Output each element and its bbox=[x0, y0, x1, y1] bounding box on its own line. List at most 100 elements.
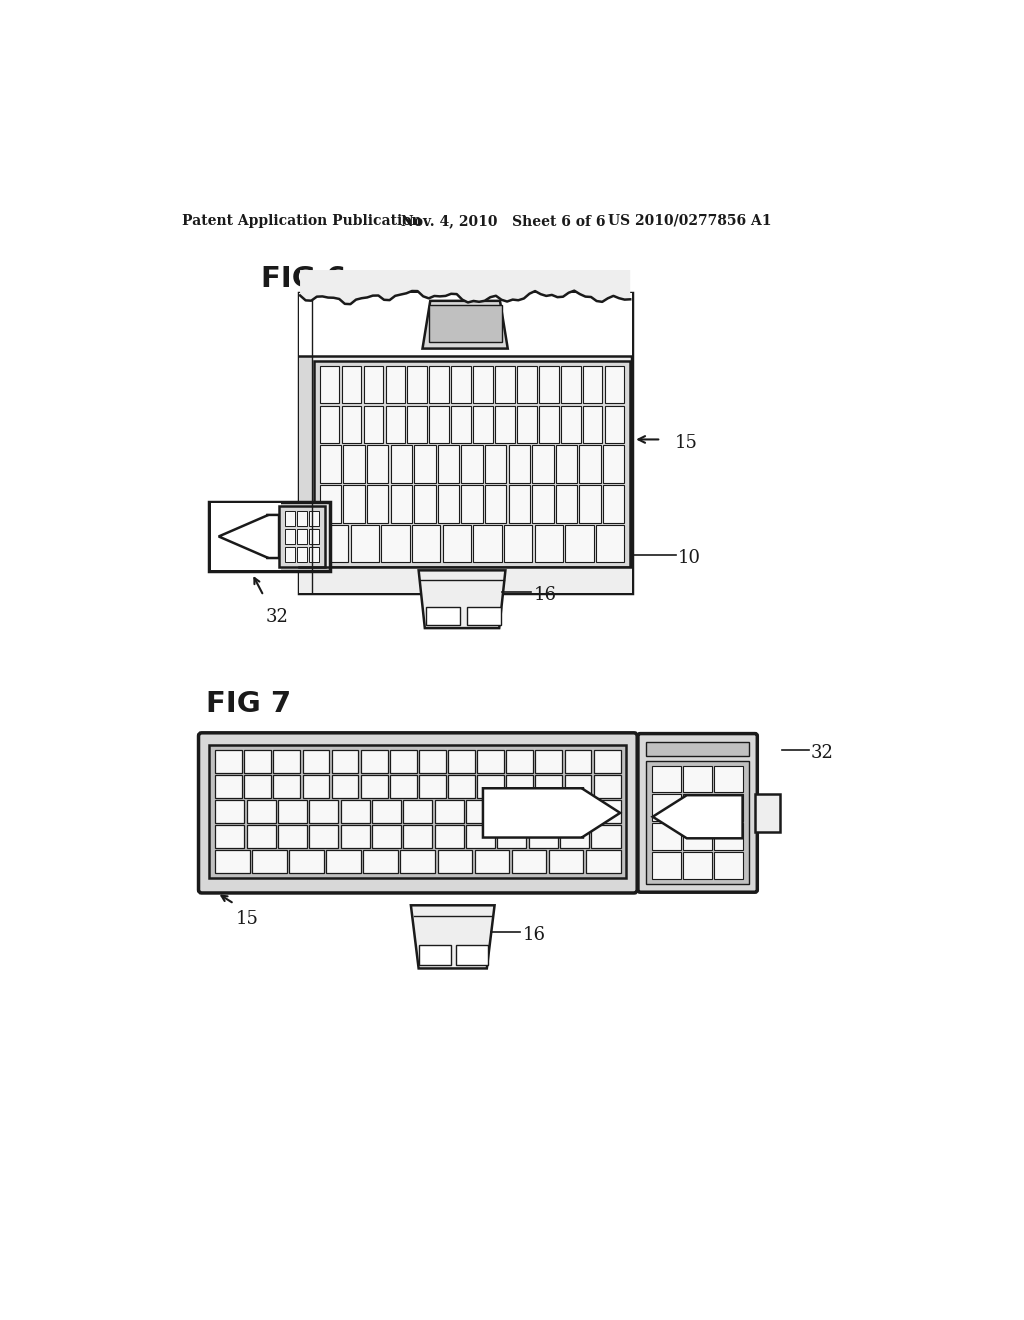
Bar bbox=[509, 486, 530, 523]
Bar bbox=[309, 511, 318, 527]
Bar bbox=[512, 850, 547, 873]
Bar bbox=[297, 528, 307, 544]
Bar bbox=[400, 850, 435, 873]
Text: 32: 32 bbox=[811, 744, 834, 762]
Bar bbox=[390, 445, 412, 483]
Bar bbox=[504, 525, 532, 562]
Bar bbox=[215, 800, 244, 822]
Bar bbox=[456, 945, 488, 965]
Bar bbox=[309, 546, 318, 562]
Text: 10: 10 bbox=[678, 549, 701, 568]
Bar bbox=[536, 750, 562, 772]
Bar bbox=[419, 775, 445, 797]
Bar bbox=[273, 775, 300, 797]
Bar bbox=[211, 503, 282, 570]
Bar bbox=[452, 405, 471, 444]
Bar bbox=[715, 824, 743, 850]
Bar bbox=[419, 750, 445, 772]
Bar bbox=[539, 405, 559, 444]
Bar bbox=[594, 750, 621, 772]
Bar bbox=[535, 525, 563, 562]
Bar bbox=[442, 525, 471, 562]
Bar bbox=[341, 800, 370, 822]
Bar bbox=[532, 445, 554, 483]
Bar bbox=[564, 750, 592, 772]
Bar bbox=[528, 825, 558, 847]
Bar bbox=[449, 775, 475, 797]
Bar bbox=[285, 511, 295, 527]
Bar bbox=[652, 766, 681, 792]
Bar bbox=[299, 293, 632, 594]
Bar bbox=[350, 525, 379, 562]
Bar bbox=[560, 800, 589, 822]
Bar bbox=[561, 405, 581, 444]
Bar bbox=[466, 800, 495, 822]
Bar bbox=[580, 445, 601, 483]
Polygon shape bbox=[411, 906, 495, 969]
Bar bbox=[342, 405, 361, 444]
Bar bbox=[605, 405, 625, 444]
Bar bbox=[215, 850, 250, 873]
FancyBboxPatch shape bbox=[199, 733, 637, 892]
Bar bbox=[412, 525, 440, 562]
Polygon shape bbox=[483, 788, 621, 838]
Bar bbox=[715, 766, 743, 792]
Text: 15: 15 bbox=[236, 911, 259, 928]
Bar bbox=[280, 506, 325, 568]
Text: FIG 7: FIG 7 bbox=[206, 689, 291, 718]
Bar bbox=[506, 775, 534, 797]
Bar bbox=[560, 825, 589, 847]
Bar bbox=[278, 800, 307, 822]
FancyBboxPatch shape bbox=[638, 734, 758, 892]
Bar bbox=[290, 850, 324, 873]
Bar bbox=[327, 850, 361, 873]
Bar bbox=[496, 405, 515, 444]
Bar bbox=[603, 445, 625, 483]
Bar bbox=[517, 366, 537, 404]
Bar bbox=[408, 405, 427, 444]
Bar bbox=[485, 486, 506, 523]
Bar bbox=[564, 775, 592, 797]
Bar bbox=[498, 800, 526, 822]
Bar bbox=[485, 445, 506, 483]
Polygon shape bbox=[300, 271, 630, 304]
Bar bbox=[583, 405, 602, 444]
Bar bbox=[319, 445, 341, 483]
Bar bbox=[299, 293, 312, 594]
Bar bbox=[506, 750, 534, 772]
Bar bbox=[390, 750, 417, 772]
Bar bbox=[437, 850, 472, 873]
Bar bbox=[386, 405, 406, 444]
Bar bbox=[466, 825, 495, 847]
Bar bbox=[390, 486, 412, 523]
Bar bbox=[297, 546, 307, 562]
Bar bbox=[462, 445, 482, 483]
Bar bbox=[652, 853, 681, 879]
Bar bbox=[403, 800, 432, 822]
Text: FIG 6: FIG 6 bbox=[261, 264, 346, 293]
Bar bbox=[603, 486, 625, 523]
Bar bbox=[381, 525, 410, 562]
Bar bbox=[360, 750, 387, 772]
Bar bbox=[309, 800, 338, 822]
Bar bbox=[309, 825, 338, 847]
Bar bbox=[319, 525, 348, 562]
Text: Nov. 4, 2010   Sheet 6 of 6: Nov. 4, 2010 Sheet 6 of 6 bbox=[400, 214, 605, 228]
Bar bbox=[683, 824, 712, 850]
Bar bbox=[364, 850, 398, 873]
Bar bbox=[605, 366, 625, 404]
Bar bbox=[429, 305, 502, 342]
Bar bbox=[683, 766, 712, 792]
Bar bbox=[403, 825, 432, 847]
Bar bbox=[285, 528, 295, 544]
Bar bbox=[426, 607, 461, 626]
Bar bbox=[473, 525, 502, 562]
Bar bbox=[429, 405, 449, 444]
Bar bbox=[528, 800, 558, 822]
Bar bbox=[592, 825, 621, 847]
Bar bbox=[561, 366, 581, 404]
Bar bbox=[646, 742, 749, 756]
Bar bbox=[583, 366, 602, 404]
Bar bbox=[473, 405, 493, 444]
Bar bbox=[594, 775, 621, 797]
